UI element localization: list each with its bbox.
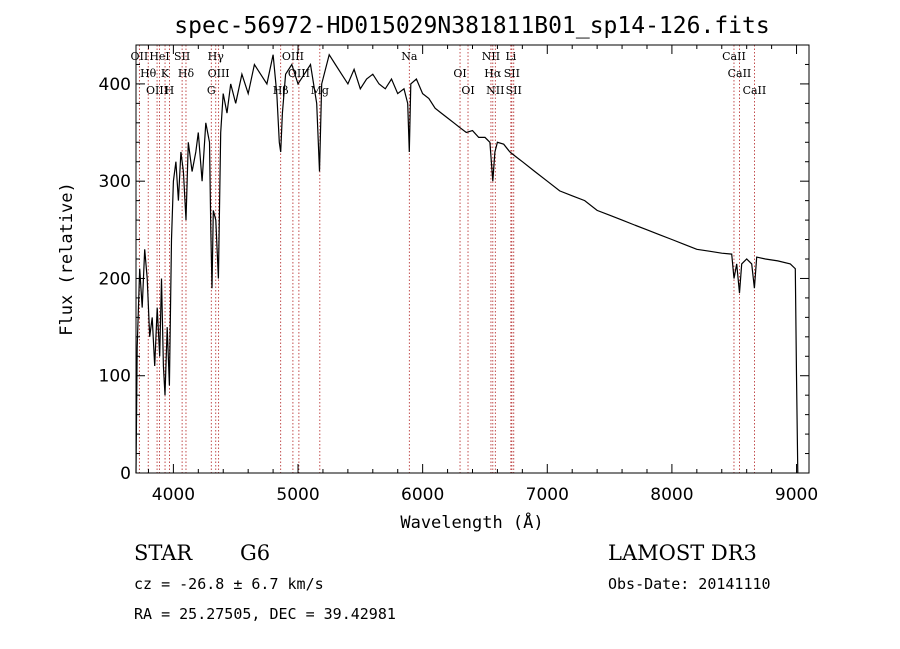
line-marker-label: NII (486, 84, 504, 97)
line-marker-label: Hδ (178, 67, 195, 80)
observation-date: Obs-Date: 20141110 (608, 575, 771, 593)
line-marker-label: Li (505, 50, 516, 63)
line-marker-label: HeI (149, 50, 169, 63)
spectral-subclass: G6 (240, 541, 270, 565)
line-marker-label: OIII (208, 67, 230, 80)
line-marker-label: NII (482, 50, 500, 63)
line-marker-label: OI (461, 84, 474, 97)
x-tick-label: 7000 (526, 485, 569, 505)
redshift-velocity: cz = -26.8 ± 6.7 km/s (134, 575, 324, 593)
line-marker-label: H (165, 84, 175, 97)
y-tick-label: 0 (120, 464, 131, 484)
line-marker-label: OII (131, 50, 149, 63)
line-marker-label: OIII (288, 67, 310, 80)
line-marker-label: Hγ (208, 50, 225, 63)
line-marker-label: CaII (728, 67, 752, 80)
line-marker-label: Na (401, 50, 418, 63)
line-marker-label: SII (174, 50, 190, 63)
line-marker-label: Hα (484, 67, 502, 80)
line-marker-label: Hθ (140, 67, 157, 80)
y-tick-label: 200 (99, 269, 131, 289)
y-tick-label: 400 (99, 75, 131, 95)
y-axis-label: Flux (relative) (57, 182, 77, 336)
x-tick-label: 5000 (276, 485, 319, 505)
x-tick-label: 4000 (152, 485, 195, 505)
spectrum-line (135, 53, 799, 474)
line-marker-label: OIII (146, 84, 168, 97)
chart-title: spec-56972-HD015029N381811B01_sp14-126.f… (174, 13, 769, 39)
survey-name: LAMOST DR3 (608, 541, 757, 565)
x-tick-label: 6000 (401, 485, 444, 505)
line-marker-label: G (207, 84, 216, 97)
x-axis-label: Wavelength (Å) (400, 511, 543, 533)
y-tick-label: 100 (99, 367, 131, 387)
line-marker-label: OI (453, 67, 466, 80)
sky-coordinates: RA = 25.27505, DEC = 39.42981 (134, 605, 396, 623)
line-marker-label: CaII (743, 84, 767, 97)
y-axis-ticks: 0 100 200 300 400 (99, 44, 809, 484)
line-marker-labels: OIIHθOIIIHeIKHSIIHδGHγOIIIHβOIIIOIIIMgNa… (131, 50, 767, 97)
object-class: STAR (134, 541, 193, 565)
x-tick-label: 8000 (650, 485, 693, 505)
line-markers (138, 45, 755, 473)
line-marker-label: CaII (722, 50, 746, 63)
line-marker-label: OIII (282, 50, 304, 63)
line-marker-label: SII (504, 67, 520, 80)
line-marker-label: K (161, 67, 170, 80)
line-marker-label: Hβ (273, 84, 289, 97)
x-axis-ticks: 4000 5000 6000 7000 8000 9000 (147, 45, 818, 505)
line-marker-label: SII (506, 84, 522, 97)
plot-frame (135, 44, 810, 474)
x-tick-label: 9000 (775, 485, 818, 505)
y-tick-label: 300 (99, 172, 131, 192)
